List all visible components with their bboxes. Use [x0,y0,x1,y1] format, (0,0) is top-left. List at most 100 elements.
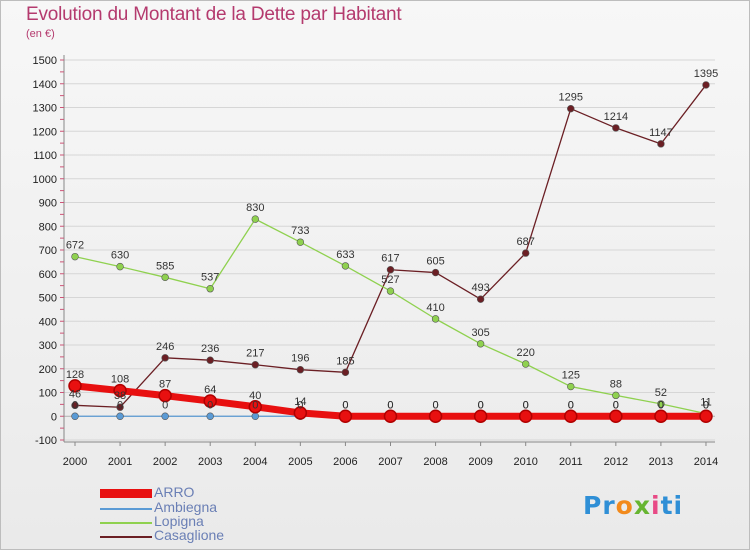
data-point-casaglione [657,140,665,148]
data-label-casaglione: 246 [156,341,174,353]
data-label-lopigna: 410 [426,302,444,314]
data-point-arro [654,409,668,423]
x-tick-label: 2009 [468,456,492,468]
data-label-casaglione: 185 [336,355,354,367]
data-point-arro [428,409,443,423]
data-label-lopigna: 11 [700,397,711,409]
data-point-ambiegna [206,412,214,420]
data-point-casaglione [476,295,485,303]
y-tick-label: 700 [39,245,57,257]
data-label-arro: 87 [159,379,171,391]
data-point-casaglione [567,104,575,113]
y-tick-label: 900 [39,198,57,210]
data-label-casaglione: 196 [291,353,309,365]
data-label-casaglione: 605 [426,256,444,268]
data-label-ambiegna: 0 [207,399,213,411]
data-point-casaglione [161,354,169,362]
chart-title: Evolution du Montant de la Dette par Hab… [26,4,402,25]
legend-label-lopigna: Lopigna [154,513,204,529]
data-point-casaglione [521,249,530,257]
y-tick-label: 200 [39,364,57,376]
data-point-arro [113,383,127,398]
data-point-lopigna [612,391,620,400]
data-label-ambiegna: 0 [523,399,529,411]
data-label-lopigna: 537 [201,272,219,284]
data-point-ambiegna [251,412,259,420]
data-label-ambiegna: 0 [478,399,484,411]
data-label-arro: 0 [387,399,393,411]
data-label-arro: 0 [342,399,348,411]
data-label-lopigna: 672 [66,240,84,252]
data-point-arro [518,409,533,423]
data-point-lopigna [71,252,79,261]
data-point-arro [383,409,398,423]
data-point-lopigna [476,340,485,348]
y-tick-label: -100 [35,435,57,447]
y-tick-label: 400 [39,316,57,328]
y-tick-label: 1500 [33,55,57,67]
data-label-ambiegna: 0 [297,399,303,411]
data-point-arro [564,409,578,423]
data-point-lopigna [657,400,665,408]
data-point-casaglione [71,401,79,410]
data-point-casaglione [702,81,710,89]
data-point-arro [68,379,82,393]
x-tick-label: 2014 [694,456,718,468]
y-tick-label: 1300 [33,103,57,115]
data-label-lopigna: 633 [336,249,354,261]
y-tick-label: 600 [39,269,57,281]
data-point-lopigna [386,287,395,295]
x-tick-label: 2001 [108,456,132,468]
data-point-lopigna [206,285,214,293]
data-label-ambiegna: 0 [658,399,664,411]
data-point-arro [338,409,353,423]
data-point-casaglione [612,124,620,132]
x-tick-label: 2004 [243,456,267,468]
data-label-lopigna: 527 [381,274,399,286]
data-point-casaglione [296,366,305,374]
data-point-arro [293,406,308,420]
data-label-ambiegna: 0 [703,399,709,411]
data-label-casaglione: 1214 [604,111,628,123]
data-label-arro: 0 [703,399,709,411]
data-label-casaglione: 38 [114,390,126,402]
data-label-arro: 64 [204,384,216,396]
y-tick-label: 1100 [33,150,57,162]
legend-swatch-arro [100,489,152,498]
data-label-ambiegna: 0 [72,399,78,411]
data-point-arro [158,388,172,403]
data-label-lopigna: 733 [291,225,309,237]
data-label-ambiegna: 0 [568,399,574,411]
data-label-arro: 0 [523,399,529,411]
proxiti-logo: Proxiti [583,491,684,520]
data-point-ambiegna [161,412,169,420]
y-tick-label: 300 [39,340,57,352]
data-label-arro: 0 [478,399,484,411]
data-label-ambiegna: 0 [342,399,348,411]
data-label-casaglione: 493 [471,282,489,294]
data-label-casaglione: 617 [381,253,399,265]
data-label-casaglione: 1395 [694,68,718,80]
data-point-lopigna [341,262,350,270]
y-tick-label: 500 [39,293,57,305]
data-point-lopigna [161,273,169,282]
legend-swatch-lopigna [100,522,152,524]
x-tick-label: 2002 [153,456,177,468]
y-tick-label: 1000 [33,174,57,186]
data-label-lopigna: 220 [517,347,535,359]
data-point-ambiegna [71,412,79,420]
series-line-casaglione [74,84,707,408]
data-label-ambiegna: 0 [162,399,168,411]
data-label-ambiegna: 0 [432,399,438,411]
y-tick-label: 1400 [33,79,57,91]
data-label-ambiegna: 0 [252,399,258,411]
data-label-casaglione: 1147 [649,127,673,139]
x-tick-label: 2003 [198,456,222,468]
chart-unit-label: (en €) [26,28,55,40]
data-point-arro [248,400,263,414]
x-tick-label: 2008 [423,456,447,468]
data-label-arro: 0 [432,399,438,411]
data-point-casaglione [206,356,214,364]
x-tick-label: 2011 [559,456,583,468]
